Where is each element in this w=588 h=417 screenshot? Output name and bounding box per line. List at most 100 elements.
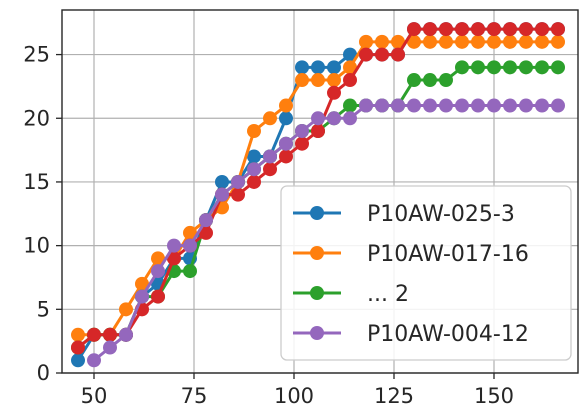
series-point-3 — [71, 340, 85, 355]
series-point-3 — [407, 22, 421, 37]
series-point-2 — [535, 60, 549, 75]
series-point-1 — [535, 34, 549, 49]
series-point-1 — [263, 111, 277, 126]
series-point-3 — [551, 22, 565, 37]
series-point-0 — [311, 60, 325, 75]
series-point-1 — [71, 327, 85, 342]
series-point-4 — [151, 264, 165, 279]
y-tick-label: 15 — [23, 170, 50, 194]
series-point-3 — [263, 162, 277, 177]
series-point-4 — [247, 162, 261, 177]
series-point-4 — [279, 136, 293, 151]
series-point-1 — [503, 34, 517, 49]
series-point-4 — [455, 98, 469, 113]
series-point-3 — [535, 22, 549, 37]
series-point-0 — [215, 174, 229, 189]
series-point-0 — [247, 149, 261, 164]
series-point-3 — [519, 22, 533, 37]
series-point-3 — [151, 289, 165, 304]
series-point-4 — [343, 111, 357, 126]
series-point-3 — [455, 22, 469, 37]
series-point-1 — [439, 34, 453, 49]
series-point-1 — [471, 34, 485, 49]
series-point-4 — [135, 289, 149, 304]
x-tick-label: 125 — [374, 384, 414, 408]
series-point-3 — [487, 22, 501, 37]
series-point-1 — [119, 302, 133, 317]
series-point-2 — [407, 73, 421, 88]
legend-label: P10AW-017-16 — [367, 242, 529, 267]
series-point-4 — [551, 98, 565, 113]
series-point-3 — [439, 22, 453, 37]
series-point-4 — [391, 98, 405, 113]
series-point-3 — [375, 47, 389, 62]
series-point-2 — [423, 73, 437, 88]
y-tick-label: 10 — [23, 234, 50, 258]
legend-swatch-marker — [310, 326, 324, 340]
series-point-1 — [455, 34, 469, 49]
legend-label: P10AW-004-12 — [367, 322, 529, 347]
y-tick-label: 0 — [37, 361, 50, 385]
series-point-4 — [295, 124, 309, 138]
series-point-1 — [183, 225, 197, 240]
series-layer — [71, 22, 565, 368]
series-point-1 — [359, 34, 373, 49]
series-point-3 — [279, 149, 293, 164]
legend-swatch-marker — [310, 206, 324, 220]
series-point-3 — [103, 327, 117, 342]
series-point-1 — [407, 34, 421, 49]
series-point-4 — [231, 174, 245, 189]
series-point-4 — [263, 149, 277, 164]
series-point-2 — [455, 60, 469, 75]
series-point-3 — [471, 22, 485, 37]
series-point-0 — [327, 60, 341, 75]
series-point-1 — [391, 34, 405, 49]
series-point-4 — [503, 98, 517, 113]
series-point-1 — [487, 34, 501, 49]
series-point-0 — [279, 111, 293, 126]
series-point-1 — [295, 73, 309, 88]
legend-box — [280, 185, 572, 361]
series-point-3 — [327, 85, 341, 100]
series-point-1 — [375, 34, 389, 49]
series-point-2 — [487, 60, 501, 75]
series-point-1 — [151, 251, 165, 266]
series-point-1 — [247, 124, 261, 138]
series-point-4 — [215, 187, 229, 202]
series-point-4 — [375, 98, 389, 113]
series-point-4 — [471, 98, 485, 113]
series-point-2 — [519, 60, 533, 75]
x-tick-label: 50 — [81, 384, 108, 408]
series-point-4 — [439, 98, 453, 113]
y-tick-label: 25 — [23, 43, 50, 67]
series-point-3 — [295, 136, 309, 151]
series-point-0 — [295, 60, 309, 75]
legend-label: ... 2 — [367, 282, 409, 307]
series-point-4 — [407, 98, 421, 113]
series-point-4 — [519, 98, 533, 113]
legend: P10AW-025-3 P10AW-017-16 ... 2 P10AW-004-12 — [280, 185, 572, 361]
y-tick-label: 20 — [23, 106, 50, 130]
series-point-2 — [343, 98, 357, 113]
series-point-0 — [343, 47, 357, 62]
x-tick-label: 100 — [274, 384, 314, 408]
series-point-4 — [311, 111, 325, 126]
axes: 50 75 100 125 150 0 5 10 15 20 25 — [23, 9, 579, 408]
series-point-1 — [519, 34, 533, 49]
x-tick-label: 150 — [474, 384, 514, 408]
series-point-4 — [183, 238, 197, 253]
series-point-1 — [551, 34, 565, 49]
series-point-3 — [311, 124, 325, 138]
series-point-3 — [423, 22, 437, 37]
series-point-3 — [391, 47, 405, 62]
series-point-2 — [503, 60, 517, 75]
series-point-2 — [471, 60, 485, 75]
series-point-4 — [119, 327, 133, 342]
series-point-2 — [551, 60, 565, 75]
legend-swatch-marker — [310, 286, 324, 300]
series-point-2 — [439, 73, 453, 88]
series-point-4 — [199, 213, 213, 228]
series-point-3 — [87, 327, 101, 342]
series-point-0 — [71, 353, 85, 368]
